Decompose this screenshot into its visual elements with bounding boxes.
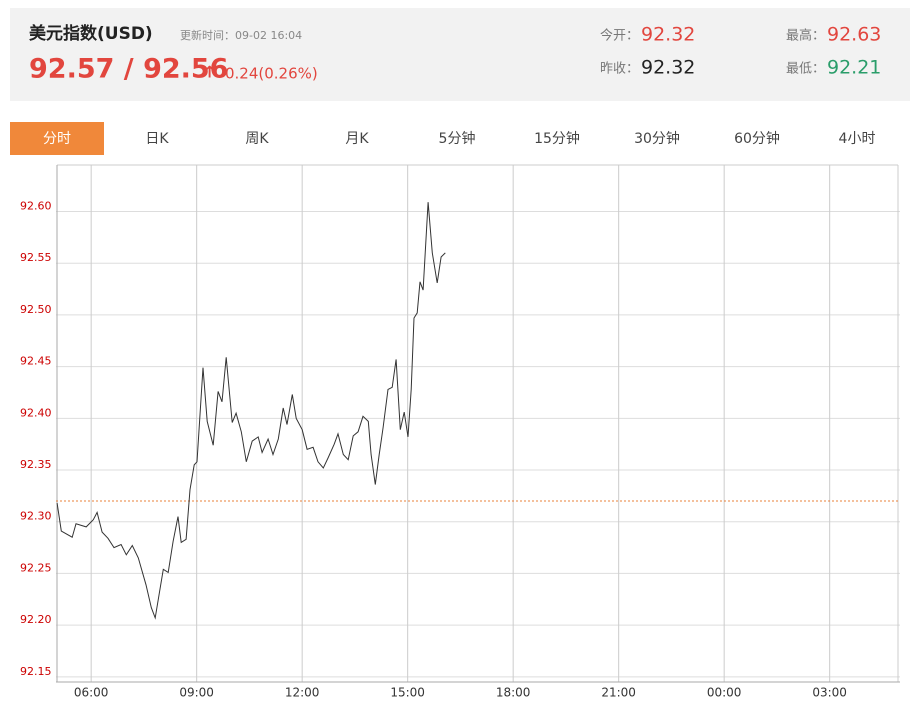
active-tab-bg: [10, 122, 104, 155]
x-tick-label: 12:00: [285, 686, 320, 700]
x-tick-label: 09:00: [179, 686, 214, 700]
arrow: ↑: [203, 63, 216, 82]
y-tick-label: 92.30: [20, 510, 52, 523]
stat-value: 92.21: [827, 57, 881, 79]
price: 92.57 / 92.56: [29, 54, 228, 85]
tab[interactable]: 周K: [245, 131, 269, 147]
stat-value: 92.32: [641, 57, 695, 79]
y-tick-label: 92.20: [20, 613, 52, 626]
tab[interactable]: 4小时: [839, 131, 876, 147]
y-tick-label: 92.60: [20, 200, 52, 213]
update-time: 更新时间：09-02 16:04: [180, 28, 302, 42]
y-tick-label: 92.25: [20, 561, 52, 574]
y-tick-label: 92.45: [20, 355, 52, 368]
x-tick-label: 15:00: [390, 686, 425, 700]
tab[interactable]: 月K: [345, 131, 369, 147]
y-tick-label: 92.50: [20, 303, 52, 316]
stat-label: 今开：: [600, 28, 639, 44]
stat-value: 92.32: [641, 24, 695, 46]
x-tick-label: 00:00: [707, 686, 742, 700]
x-tick-label: 06:00: [74, 686, 109, 700]
tab[interactable]: 30分钟: [634, 130, 680, 147]
tab[interactable]: 日K: [145, 131, 169, 147]
tab[interactable]: 分时: [43, 131, 71, 147]
x-tick-label: 21:00: [601, 686, 636, 700]
x-tick-label: 18:00: [496, 686, 531, 700]
tab[interactable]: 5分钟: [439, 130, 476, 147]
change: 0.24(0.26%): [225, 65, 318, 83]
y-tick-label: 92.15: [20, 665, 52, 678]
title: 美元指数(USD): [29, 23, 153, 44]
y-tick-label: 92.55: [20, 251, 52, 264]
tab[interactable]: 15分钟: [534, 130, 580, 147]
stat-label: 昨收：: [600, 62, 639, 77]
price-line: [56, 202, 446, 620]
tab[interactable]: 60分钟: [734, 130, 780, 147]
stat-label: 最低：: [786, 62, 825, 77]
y-tick-label: 92.40: [20, 406, 52, 419]
x-tick-label: 03:00: [812, 686, 847, 700]
stat-label: 最高：: [786, 28, 825, 44]
y-tick-label: 92.35: [20, 458, 52, 471]
header-bg: [10, 8, 910, 101]
stat-value: 92.63: [827, 24, 881, 46]
